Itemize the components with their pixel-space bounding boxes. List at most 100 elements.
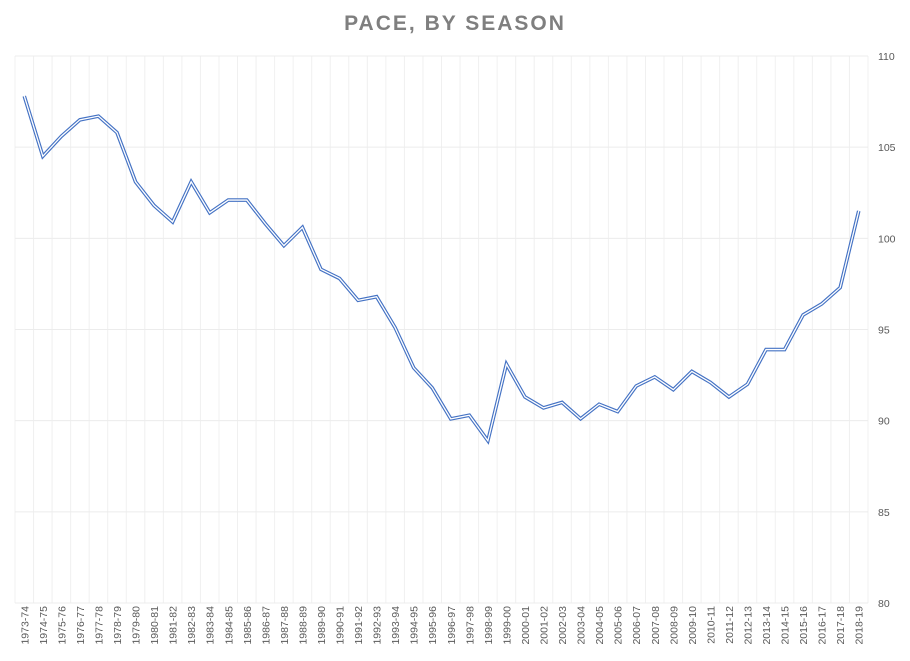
data-point — [745, 382, 749, 386]
data-point — [708, 380, 712, 384]
data-point — [78, 118, 82, 122]
x-tick-label: 1995-96 — [427, 606, 439, 645]
x-tick-label: 1977-78 — [93, 606, 105, 645]
x-tick-label: 1981-82 — [168, 606, 180, 645]
x-tick-label: 2013-14 — [761, 606, 773, 645]
data-point — [727, 395, 731, 399]
x-tick-label: 1987-88 — [279, 606, 291, 645]
data-point — [634, 384, 638, 388]
x-tick-label: 2007-08 — [650, 606, 662, 645]
x-tick-label: 2010-11 — [705, 606, 717, 644]
chart-title: PACE, BY SEASON — [344, 12, 566, 35]
x-tick-label: 2006-07 — [631, 606, 643, 645]
x-tick-label: 1979-80 — [131, 606, 143, 645]
data-point — [41, 154, 45, 158]
x-tick-label: 2000-01 — [520, 606, 532, 645]
data-point — [504, 362, 508, 366]
data-point — [226, 198, 230, 202]
x-tick-label: 1978-79 — [112, 606, 124, 645]
x-tick-label: 1986-87 — [260, 606, 272, 645]
y-tick-label: 100 — [878, 233, 896, 245]
x-tick-label: 1985-86 — [242, 606, 254, 645]
x-tick-label: 1989-90 — [316, 606, 328, 645]
x-tick-label: 1999-00 — [501, 606, 513, 645]
data-point — [59, 134, 63, 138]
x-tick-label: 2002-03 — [557, 606, 569, 645]
x-tick-label: 1988-89 — [297, 606, 309, 645]
y-tick-label: 95 — [878, 325, 890, 337]
data-point — [801, 313, 805, 317]
x-tick-label: 2012-13 — [742, 606, 754, 645]
x-tick-label: 1993-94 — [390, 606, 402, 645]
x-tick-label: 1980-81 — [149, 606, 161, 645]
data-point — [560, 400, 564, 404]
x-tick-label: 2004-05 — [594, 606, 606, 645]
x-tick-label: 2008-09 — [668, 606, 680, 645]
data-point — [115, 131, 119, 135]
data-point — [616, 410, 620, 414]
data-point — [523, 395, 527, 399]
x-tick-label: 1975-76 — [56, 606, 68, 645]
data-point — [783, 348, 787, 352]
x-tick-label: 1990-91 — [335, 606, 347, 645]
data-point — [690, 369, 694, 373]
x-tick-label: 1974-75 — [38, 606, 50, 645]
data-point — [319, 267, 323, 271]
y-tick-label: 90 — [878, 416, 890, 428]
data-point — [300, 225, 304, 229]
y-tick-label: 85 — [878, 507, 890, 519]
data-point — [208, 211, 212, 215]
data-point — [467, 413, 471, 417]
data-point — [671, 388, 675, 392]
data-point — [541, 406, 545, 410]
x-tick-label: 1997-98 — [464, 606, 476, 645]
data-point — [857, 209, 861, 213]
data-point — [430, 386, 434, 390]
data-point — [393, 326, 397, 330]
data-point — [96, 114, 100, 118]
data-point — [579, 417, 583, 421]
x-tick-label: 2003-04 — [576, 606, 588, 645]
x-tick-label: 1973-74 — [19, 606, 31, 645]
data-point — [338, 276, 342, 280]
x-tick-label: 1982-83 — [186, 606, 198, 645]
data-point — [189, 180, 193, 184]
x-tick-label: 2016-17 — [817, 606, 829, 645]
data-point — [486, 439, 490, 443]
x-tick-label: 1983-84 — [205, 606, 217, 645]
data-point — [653, 375, 657, 379]
data-point — [412, 366, 416, 370]
x-tick-label: 2005-06 — [613, 606, 625, 645]
data-point — [597, 402, 601, 406]
data-point — [764, 348, 768, 352]
data-point — [838, 286, 842, 290]
data-point — [282, 244, 286, 248]
x-tick-label: 1996-97 — [446, 606, 458, 645]
data-point — [134, 180, 138, 184]
x-tick-label: 2011-12 — [724, 606, 736, 644]
data-point — [820, 302, 824, 306]
data-point — [22, 94, 26, 98]
data-point — [245, 198, 249, 202]
x-tick-label: 1994-95 — [409, 606, 421, 645]
x-tick-label: 1984-85 — [223, 606, 235, 645]
x-tick-label: 2001-02 — [538, 606, 550, 645]
x-tick-label: 2009-10 — [687, 606, 699, 645]
data-point — [375, 295, 379, 299]
x-tick-label: 1998-99 — [483, 606, 495, 645]
x-tick-label: 1991-92 — [353, 606, 365, 645]
data-point — [152, 204, 156, 208]
y-tick-label: 105 — [878, 142, 896, 154]
x-tick-label: 2014-15 — [780, 606, 792, 645]
data-point — [171, 220, 175, 224]
x-tick-label: 2015-16 — [798, 606, 810, 645]
y-tick-label: 110 — [878, 51, 895, 63]
x-tick-label: 1976-77 — [75, 606, 87, 645]
x-tick-label: 2017-18 — [835, 606, 847, 645]
data-point — [449, 417, 453, 421]
data-point — [356, 298, 360, 302]
series-line-core — [23, 95, 860, 443]
data-point — [263, 222, 267, 226]
